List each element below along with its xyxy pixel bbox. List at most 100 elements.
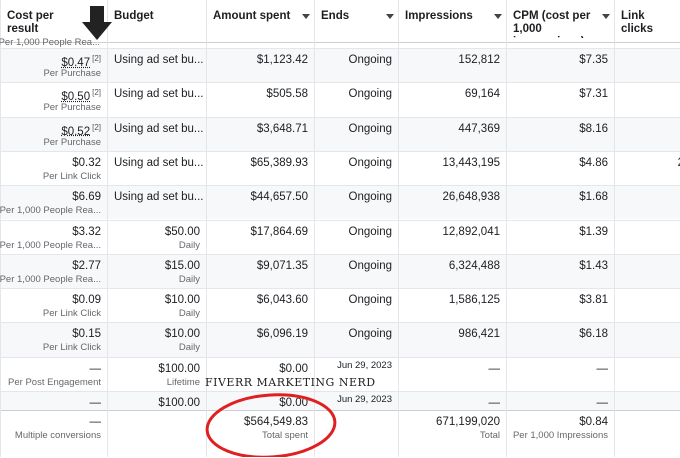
cell-main: $1,123.42: [256, 54, 308, 66]
cell-value: 6,324,488: [449, 260, 500, 272]
cell-value: $10.00: [165, 328, 200, 340]
cell-value: —: [597, 397, 609, 409]
cell-sub: Per Link Click: [42, 308, 101, 320]
cell-main: $0.47: [61, 56, 91, 69]
cell-main: $8.16: [579, 122, 608, 135]
column-divider: [398, 0, 399, 457]
column-divider: [0, 0, 1, 457]
cell-main: —: [89, 397, 102, 409]
watermark: FIVERR MARKETING NERD: [205, 376, 376, 389]
header-bg: [0, 0, 680, 43]
cell-value: 671,199,020: [436, 416, 500, 428]
cell-value: $50.00: [165, 226, 200, 238]
cell-main: 986,421: [458, 328, 500, 341]
cell-main: Ongoing: [348, 54, 392, 66]
cell-main: Using ad set bu...: [114, 191, 204, 204]
cell-main: $1.68: [579, 191, 608, 204]
cell-value: $65,389.93: [250, 157, 308, 169]
cell-value: 13,443,195: [442, 157, 500, 169]
cell-value: —: [90, 416, 102, 428]
cell-value: Using ad set bu...: [114, 191, 204, 203]
cell-sub: Daily: [178, 239, 200, 251]
cell-main: Ongoing: [348, 225, 392, 238]
sort-caret: [602, 14, 610, 19]
cell-value: $100.00: [158, 363, 200, 375]
cell-value: $6,043.60: [257, 294, 308, 306]
cell-value: 26,648,938: [442, 191, 500, 203]
cell-value: Ongoing: [349, 54, 392, 66]
cell-value: $9,071.35: [257, 260, 308, 272]
cell-value: $10.00: [165, 294, 200, 306]
cell-value: $1.68: [579, 191, 608, 203]
cell-value: $6,096.19: [257, 328, 308, 340]
cell-main: $2.77: [72, 259, 101, 272]
cell-main: —: [488, 362, 501, 375]
cell-main: $564,549.83: [244, 416, 308, 428]
cell-main: 6,324,488: [448, 259, 500, 272]
row-bg: [0, 288, 680, 323]
cell-main: $6,043.60: [256, 294, 308, 307]
cell-value: $1,123.42: [257, 54, 308, 66]
cell-value: $7.35: [579, 54, 608, 66]
cell-sub: Per 1,000 People Rea...: [0, 273, 101, 285]
cell-sub: Total spent: [262, 430, 308, 441]
cell-value: 447,369: [458, 123, 500, 135]
row-bg: [0, 253, 680, 289]
cell-main: $0.52: [61, 125, 91, 138]
cell-value: $0.09: [72, 294, 101, 306]
cell-value: Using ad set bu...: [114, 88, 204, 100]
cell-sub: Multiple conversions: [14, 430, 101, 441]
cell-main: —: [89, 416, 102, 428]
cell-value: 1,586,125: [449, 294, 500, 306]
sort-caret: [494, 14, 502, 19]
cell-main: Using ad set bu...: [114, 54, 204, 66]
cell-main: $9,071.35: [256, 259, 308, 272]
cell-main: $100.00: [158, 397, 200, 409]
cell-sub: Per Purchase: [43, 102, 101, 114]
cell-sub: Per Link Click: [42, 170, 101, 182]
cell-main: $1.39: [579, 225, 608, 238]
cell-sub: Lifetime: [166, 376, 200, 388]
cell-value: $3,648.71: [257, 123, 308, 135]
cell-sub: Per Purchase: [43, 68, 101, 79]
cell-value: $0.52 [2]: [61, 123, 101, 138]
cell-value: $44,657.50: [250, 191, 308, 203]
cell-main: $3,648.71: [256, 122, 308, 135]
cell-main: $7.35: [579, 54, 608, 66]
cell-main: Ongoing: [348, 328, 392, 341]
cell-main: Jun 29, 2023: [337, 359, 392, 371]
cell-main: $15.00: [164, 259, 200, 272]
partial-row-label: Per 1,000 People Rea...: [0, 37, 100, 48]
cell-value: $6.18: [579, 328, 608, 340]
cell-main: $0.32: [72, 156, 101, 169]
cell-main: $0.15: [72, 328, 101, 341]
cell-main: $6.18: [579, 328, 608, 341]
cell-sub: Total: [479, 430, 500, 441]
cell-main: Using ad set bu...: [114, 122, 204, 135]
cell-main: 447,369: [458, 122, 500, 135]
cell-main: $0.00: [279, 397, 308, 409]
cell-value: 69,164: [465, 88, 500, 100]
column-header: CPM (cost per 1,000 impressions): [513, 10, 591, 38]
cell-sub: Per Post Engagement: [8, 376, 101, 388]
cell-value: $1.39: [579, 226, 608, 238]
cell-sub: Per 1,000 People Rea...: [0, 205, 101, 217]
cell-value: $6.69: [72, 191, 101, 203]
cell-sub: Per 1,000 Impressions: [512, 430, 608, 441]
cell-value: Using ad set bu...: [114, 123, 204, 135]
row-bg: [0, 150, 680, 186]
cell-main: —: [596, 362, 609, 375]
cell-value: Using ad set bu...: [114, 157, 204, 169]
column-divider: [614, 0, 615, 457]
cell-value: —: [489, 397, 501, 409]
cell-value: $4.86: [579, 157, 608, 169]
cell-main: $6.69: [72, 191, 101, 204]
cell-sub: Per 1,000 People Rea...: [0, 239, 101, 251]
cell-sub: Daily: [178, 308, 200, 320]
cell-main: Ongoing: [348, 259, 392, 272]
row-bg: [0, 356, 680, 391]
cell-value: $17,864.69: [250, 226, 308, 238]
cell-main: —: [596, 397, 609, 409]
cell-main: —: [89, 362, 102, 375]
cell-main: $65,389.93: [250, 156, 308, 169]
